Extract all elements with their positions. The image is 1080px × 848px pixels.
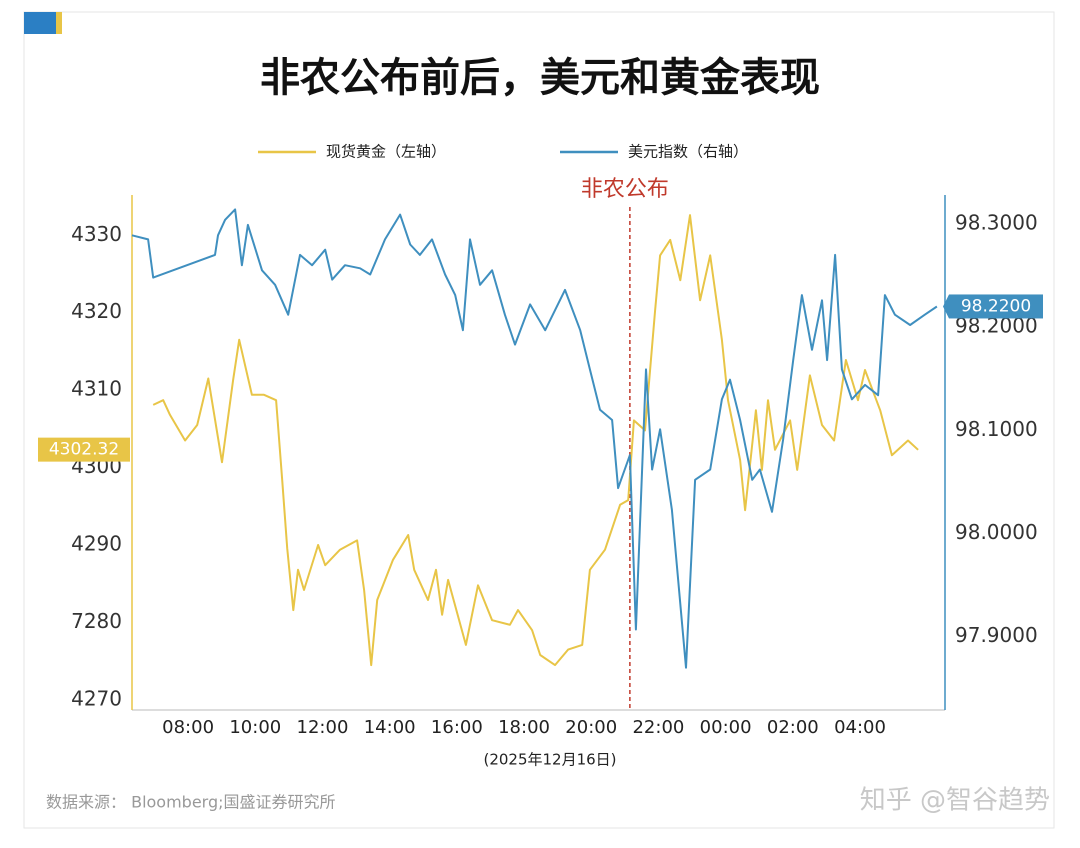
y-tick-label: 4310 <box>71 377 122 401</box>
x-tick-label: 16:00 <box>431 717 483 738</box>
watermark: 知乎 @智谷趋势 <box>860 786 1050 816</box>
y-tick-label: 4290 <box>71 532 122 556</box>
chart-title: 非农公布前后，美元和黄金表现 <box>260 55 820 101</box>
logo-accent <box>56 12 62 34</box>
y-tick-label: 4320 <box>71 299 122 323</box>
legend-label: 美元指数（右轴） <box>628 143 748 161</box>
end-value-tag <box>38 437 130 462</box>
y2-tick-label: 97.9000 <box>955 623 1038 647</box>
x-tick-label: 10:00 <box>229 717 281 738</box>
y2-tick-label: 98.3000 <box>955 210 1038 234</box>
y2-tick-label: 98.1000 <box>955 417 1038 441</box>
y-tick-label: 7280 <box>71 609 122 633</box>
x-tick-label: 22:00 <box>632 717 684 738</box>
end-value-tag <box>949 294 1043 319</box>
end-value-tag-pointer <box>943 294 949 319</box>
series-line <box>152 214 919 667</box>
annotation: 非农公布 <box>581 177 669 202</box>
x-axis-label: (2025年12月16日) <box>483 751 616 769</box>
series-line <box>131 208 938 669</box>
y-tick-label: 4270 <box>71 686 122 710</box>
end-value-label: 4302.32 <box>49 440 119 460</box>
end-value-label: 98.2200 <box>961 296 1031 316</box>
logo-block <box>24 12 56 34</box>
x-tick-label: 00:00 <box>700 717 752 738</box>
x-tick-label: 02:00 <box>767 717 819 738</box>
legend-label: 现货黄金（左轴） <box>326 143 446 161</box>
y-tick-label: 4330 <box>71 222 122 246</box>
y2-tick-label: 98.0000 <box>955 520 1038 544</box>
x-tick-label: 14:00 <box>364 717 416 738</box>
x-tick-label: 08:00 <box>162 717 214 738</box>
x-tick-label: 18:00 <box>498 717 550 738</box>
x-tick-label: 04:00 <box>834 717 886 738</box>
card <box>23 11 1055 829</box>
source: 数据来源： Bloomberg;国盛证券研究所 <box>46 793 336 812</box>
x-tick-label: 20:00 <box>565 717 617 738</box>
x-tick-label: 12:00 <box>297 717 349 738</box>
